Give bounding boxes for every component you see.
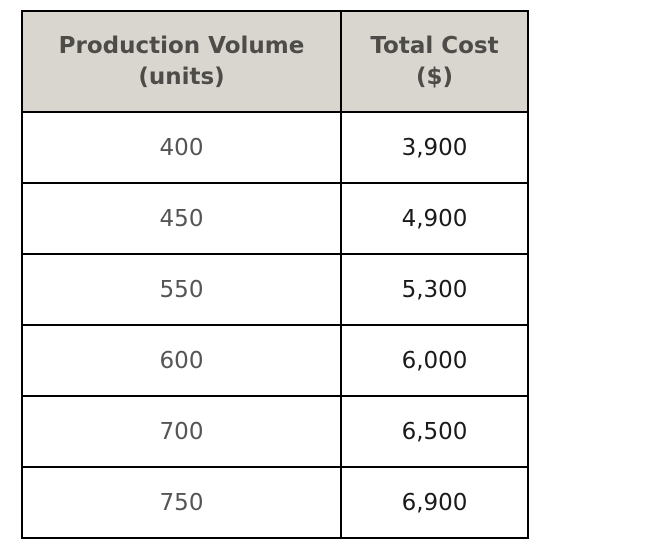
table-row: 600 6,000 xyxy=(21,324,529,397)
total-cost-cell: 3,900 xyxy=(340,111,529,184)
total-cost-cell: 4,900 xyxy=(340,182,529,255)
production-volume-cell: 750 xyxy=(21,466,342,539)
header-total-cost-line1: Total Cost xyxy=(370,32,499,59)
total-cost-cell: 6,500 xyxy=(340,395,529,468)
production-volume-cell: 450 xyxy=(21,182,342,255)
total-cost-cell: 6,000 xyxy=(340,324,529,397)
table-row: 750 6,900 xyxy=(21,466,529,539)
production-volume-cell: 600 xyxy=(21,324,342,397)
table-row: 400 3,900 xyxy=(21,111,529,184)
production-volume-cell: 700 xyxy=(21,395,342,468)
header-total-cost: Total Cost ($) xyxy=(340,10,529,113)
table-header-row: Production Volume (units) Total Cost ($) xyxy=(21,10,529,113)
table-row: 550 5,300 xyxy=(21,253,529,326)
table-row: 700 6,500 xyxy=(21,395,529,468)
header-production-volume-line2: (units) xyxy=(138,63,225,90)
header-production-volume-line1: Production Volume xyxy=(58,32,305,59)
total-cost-cell: 5,300 xyxy=(340,253,529,326)
total-cost-cell: 6,900 xyxy=(340,466,529,539)
cost-table: Production Volume (units) Total Cost ($)… xyxy=(21,10,529,539)
production-volume-cell: 550 xyxy=(21,253,342,326)
header-total-cost-line2: ($) xyxy=(415,63,454,90)
production-volume-cell: 400 xyxy=(21,111,342,184)
table-row: 450 4,900 xyxy=(21,182,529,255)
header-production-volume: Production Volume (units) xyxy=(21,10,342,113)
